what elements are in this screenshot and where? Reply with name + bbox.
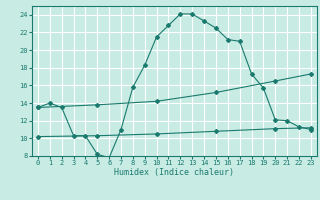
X-axis label: Humidex (Indice chaleur): Humidex (Indice chaleur) [115, 168, 234, 177]
